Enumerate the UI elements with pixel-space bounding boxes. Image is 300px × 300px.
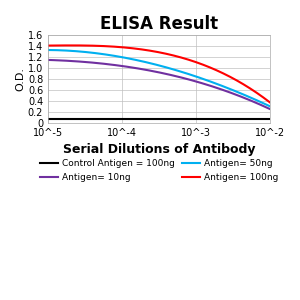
Control Antigen = 100ng	[46, 117, 50, 121]
Antigen= 100ng	[137, 47, 140, 51]
Antigen= 100ng	[136, 47, 140, 51]
Title: ELISA Result: ELISA Result	[100, 15, 218, 33]
Control Antigen = 100ng	[267, 117, 271, 121]
Control Antigen = 100ng	[136, 117, 140, 121]
Control Antigen = 100ng	[132, 117, 136, 121]
Y-axis label: O.D.: O.D.	[15, 67, 25, 91]
Antigen= 10ng	[267, 107, 271, 110]
X-axis label: Serial Dilutions of Antibody: Serial Dilutions of Antibody	[63, 143, 255, 156]
Antigen= 50ng	[267, 104, 271, 108]
Line: Antigen= 10ng: Antigen= 10ng	[48, 60, 270, 109]
Antigen= 100ng	[66, 44, 70, 47]
Control Antigen = 100ng	[81, 117, 85, 121]
Antigen= 10ng	[137, 67, 140, 70]
Antigen= 50ng	[268, 104, 272, 108]
Antigen= 10ng	[132, 66, 136, 70]
Antigen= 50ng	[132, 58, 136, 61]
Antigen= 50ng	[137, 59, 140, 62]
Control Antigen = 100ng	[268, 117, 272, 121]
Antigen= 50ng	[81, 50, 85, 54]
Legend: Control Antigen = 100ng, Antigen= 10ng, Antigen= 50ng, Antigen= 100ng: Control Antigen = 100ng, Antigen= 10ng, …	[37, 156, 281, 185]
Antigen= 10ng	[136, 67, 140, 70]
Antigen= 100ng	[46, 44, 50, 47]
Antigen= 100ng	[132, 47, 136, 50]
Antigen= 10ng	[67, 59, 70, 63]
Antigen= 50ng	[46, 48, 50, 52]
Antigen= 100ng	[81, 44, 85, 47]
Control Antigen = 100ng	[137, 117, 140, 121]
Antigen= 10ng	[46, 58, 50, 62]
Line: Antigen= 50ng: Antigen= 50ng	[48, 50, 270, 106]
Antigen= 10ng	[268, 107, 272, 111]
Line: Antigen= 100ng: Antigen= 100ng	[48, 45, 270, 102]
Antigen= 100ng	[267, 100, 271, 103]
Antigen= 100ng	[268, 100, 272, 104]
Control Antigen = 100ng	[67, 117, 70, 121]
Antigen= 10ng	[81, 60, 85, 64]
Antigen= 100ng	[69, 44, 73, 47]
Antigen= 50ng	[136, 58, 140, 62]
Antigen= 50ng	[67, 49, 70, 52]
